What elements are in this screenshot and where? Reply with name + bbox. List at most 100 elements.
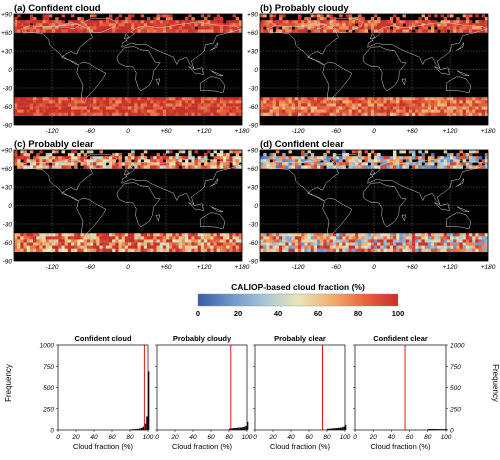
cloud-fraction-cell [200,20,205,24]
cloud-fraction-cell [204,23,208,27]
cloud-fraction-cell [153,103,157,107]
cloud-fraction-cell [298,29,302,33]
cloud-fraction-cell [77,233,81,237]
cloud-fraction-cell [86,29,91,33]
cloud-fraction-cell [361,17,365,21]
cloud-fraction-cell [336,26,340,30]
cloud-fraction-cell [223,153,227,157]
cloud-fraction-cell [484,239,489,243]
cloud-fraction-cell [399,109,403,113]
cloud-fraction-cell [415,103,419,107]
coastline [121,21,243,69]
cloud-fraction-cell [326,165,330,169]
cloud-fraction-cell [389,233,394,237]
cloud-fraction-cell [481,248,486,253]
cloud-fraction-cell [285,106,289,110]
cloud-fraction-cell [291,239,296,243]
cloud-fraction-cell [128,29,132,33]
cloud-fraction-cell [178,162,183,166]
cloud-fraction-cell [48,100,53,104]
cloud-fraction-cell [77,103,81,107]
cloud-fraction-cell [140,109,145,113]
cloud-fraction-cell [462,239,467,243]
cloud-fraction-cell [456,97,460,101]
cloud-fraction-cell [317,103,321,107]
cloud-fraction-cell [42,20,46,24]
cloud-fraction-cell [112,239,116,243]
cloud-fraction-cell [166,159,170,163]
cloud-fraction-cell [115,242,119,246]
cloud-fraction-cell [48,103,53,107]
colorbar-tick-label: 60 [314,309,322,318]
cloud-fraction-cell [140,162,145,166]
cloud-fraction-cell [175,26,179,30]
cloud-fraction-cell [301,165,305,169]
cloud-fraction-cell [226,156,230,160]
cloud-fraction-cell [469,26,473,30]
cloud-fraction-cell [210,109,214,113]
cloud-fraction-cell [71,106,75,110]
cloud-fraction-cell [459,245,463,249]
cloud-fraction-cell [178,26,183,30]
cloud-fraction-cell [472,150,476,154]
cloud-fraction-cell [285,239,289,243]
cloud-fraction-cell [431,242,435,246]
cloud-fraction-cell [23,156,27,160]
cloud-fraction-cell [421,100,425,104]
cloud-fraction-cell [131,239,135,243]
cloud-fraction-cell [453,159,457,163]
cloud-fraction-cell [219,97,224,101]
cloud-fraction-cell [52,156,56,160]
cloud-fraction-cell [282,100,286,104]
cloud-fraction-cell [412,26,416,30]
cloud-fraction-cell [86,109,91,113]
cloud-fraction-cell [185,20,189,24]
cloud-fraction-cell [446,233,451,237]
cloud-fraction-cells [14,14,243,117]
cloud-fraction-cell [137,20,141,24]
cloud-fraction-cell [469,245,473,249]
cloud-fraction-cell [223,233,227,237]
cloud-fraction-cell [14,29,18,33]
cloud-fraction-cell [364,159,368,163]
cloud-fraction-cell [374,233,378,237]
cloud-fraction-cell [29,165,34,169]
cloud-fraction-cell [99,233,103,237]
cloud-fraction-cell [55,150,59,154]
cloud-fraction-cell [14,162,18,166]
cloud-fraction-cell [459,20,463,24]
cloud-fraction-cell [232,103,236,107]
cloud-fraction-cell [134,29,138,33]
cloud-fraction-cell [219,150,224,154]
cloud-fraction-cell [159,159,164,163]
cloud-fraction-cell [377,112,381,117]
cloud-fraction-cell [358,245,362,249]
cloud-fraction-cell [143,106,148,110]
cloud-fraction-cell [396,97,400,101]
cloud-fraction-cell [58,97,62,101]
cloud-fraction-cell [210,106,214,110]
cloud-fraction-cell [263,159,267,163]
cloud-fraction-cell [364,103,368,107]
cloud-fraction-cell [197,29,202,33]
cloud-fraction-cell [348,100,353,104]
cloud-fraction-cell [96,109,100,113]
cloud-fraction-cell [294,156,299,160]
cloud-fraction-cell [291,20,296,24]
cloud-fraction-cell [440,233,444,237]
cloud-fraction-cell [475,23,479,27]
cloud-fraction-cell [386,26,391,30]
cloud-fraction-cell [17,165,21,169]
cloud-fraction-cell [150,112,154,117]
cloud-fraction-cell [465,100,470,104]
cloud-fraction-cell [197,97,202,101]
cloud-fraction-cell [364,112,368,117]
cloud-fraction-cell [226,233,230,237]
cloud-fraction-cell [285,162,289,166]
cloud-fraction-cell [131,233,135,237]
cloud-fraction-cell [320,100,324,104]
cloud-fraction-cell [469,242,473,246]
cloud-fraction-cell [115,106,119,110]
cloud-fraction-cell [232,100,236,104]
cloud-fraction-cell [294,248,299,253]
